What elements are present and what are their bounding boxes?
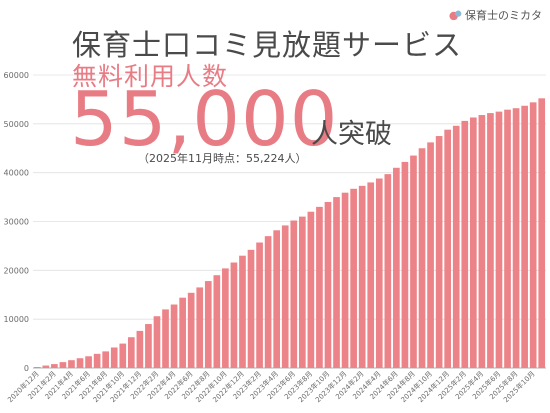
bar bbox=[222, 268, 229, 368]
bar bbox=[350, 188, 357, 368]
bar bbox=[264, 236, 272, 368]
brand-logo: 保育士のミカタ bbox=[449, 7, 542, 23]
bar bbox=[538, 98, 546, 368]
bar bbox=[418, 148, 426, 368]
y-tick-label: 40000 bbox=[4, 169, 29, 178]
y-axis-ticks: 0 10000 20000 30000 40000 50000 60000 bbox=[4, 71, 29, 373]
bar bbox=[401, 161, 409, 368]
bar bbox=[333, 197, 340, 368]
bar bbox=[187, 292, 195, 368]
bar bbox=[127, 337, 135, 368]
x-axis-ticks: 2020年12月2021年2月2021年4月2021年6月2021年8月2021… bbox=[6, 369, 537, 404]
bar bbox=[341, 192, 349, 368]
y-tick-label: 10000 bbox=[4, 315, 29, 324]
bar bbox=[512, 108, 520, 368]
bar bbox=[495, 111, 503, 368]
bar bbox=[410, 155, 417, 368]
bar bbox=[153, 316, 161, 368]
bar bbox=[461, 120, 469, 368]
bar bbox=[298, 216, 306, 368]
bar bbox=[230, 262, 238, 368]
y-tick-label: 30000 bbox=[4, 218, 29, 227]
bar bbox=[316, 206, 323, 368]
bar bbox=[358, 185, 366, 368]
bar bbox=[290, 220, 298, 368]
bar bbox=[487, 113, 494, 368]
bar bbox=[521, 105, 528, 368]
bar bbox=[239, 255, 246, 368]
bar bbox=[204, 281, 212, 368]
headline-big-number: 55,000 bbox=[70, 75, 339, 163]
bar bbox=[59, 362, 67, 368]
bar bbox=[393, 167, 400, 368]
brand-name: 保育士のミカタ bbox=[465, 9, 542, 22]
bar bbox=[33, 367, 41, 368]
bar bbox=[85, 356, 92, 368]
y-tick-label: 50000 bbox=[4, 120, 29, 129]
headline-note: （2025年11月時点：55,224人） bbox=[138, 152, 307, 165]
y-tick-label: 60000 bbox=[4, 71, 29, 80]
bar bbox=[51, 364, 58, 368]
bar bbox=[110, 347, 118, 368]
bar bbox=[367, 182, 375, 368]
bar bbox=[136, 330, 144, 368]
bar bbox=[529, 102, 537, 368]
bar bbox=[145, 324, 152, 368]
bar bbox=[68, 360, 75, 368]
bar bbox=[76, 358, 84, 368]
bar bbox=[504, 109, 511, 369]
bar bbox=[256, 242, 263, 368]
bar bbox=[119, 343, 127, 368]
bar bbox=[213, 275, 221, 368]
speech-bubble-icon bbox=[449, 10, 462, 20]
bar bbox=[452, 125, 460, 368]
bar bbox=[375, 178, 383, 368]
bar-series bbox=[33, 98, 546, 369]
bar bbox=[469, 117, 477, 368]
bar bbox=[478, 115, 486, 368]
bar bbox=[170, 304, 178, 368]
bar bbox=[42, 365, 50, 368]
bar bbox=[307, 211, 315, 368]
bar bbox=[179, 297, 186, 368]
bar bbox=[435, 136, 443, 368]
bar bbox=[384, 174, 392, 368]
headline-unit: 人突破 bbox=[311, 119, 392, 150]
y-tick-label: 0 bbox=[24, 364, 29, 373]
grid-lines bbox=[33, 74, 546, 369]
bar bbox=[247, 249, 255, 368]
bar bbox=[427, 142, 434, 368]
bar bbox=[102, 351, 110, 368]
bar bbox=[196, 287, 204, 368]
headline-subtitle: 無料利用人数 bbox=[72, 62, 229, 91]
bar bbox=[444, 129, 452, 368]
bar bbox=[93, 353, 101, 368]
y-tick-label: 20000 bbox=[4, 266, 29, 275]
bar bbox=[273, 230, 281, 368]
bar bbox=[281, 225, 289, 368]
headline-title: 保育士口コミ見放題サービス bbox=[72, 28, 463, 62]
bar bbox=[324, 201, 332, 368]
bar bbox=[162, 309, 169, 368]
